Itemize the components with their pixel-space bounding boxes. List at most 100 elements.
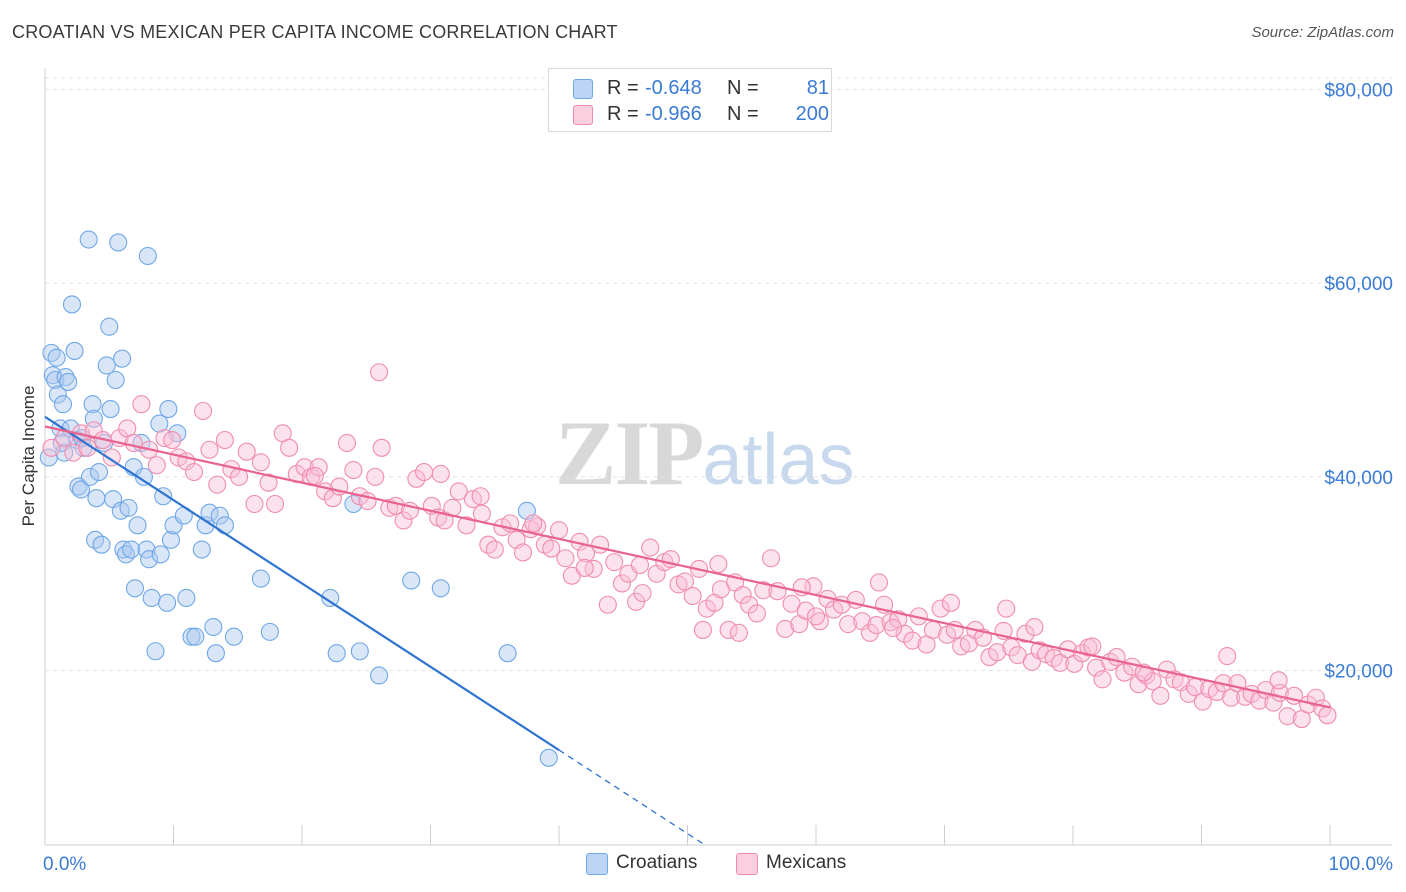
croatian-point: [125, 579, 144, 598]
mexican-point: [605, 553, 624, 572]
croatian-point: [224, 627, 243, 646]
croatian-point: [158, 593, 177, 612]
croatian-point: [327, 644, 346, 663]
y-tick-label: $40,000: [1324, 468, 1393, 489]
mexican-point: [194, 401, 213, 421]
mexican-point: [903, 631, 922, 650]
croatian-point: [119, 498, 138, 517]
watermark-atlas: atlas: [702, 420, 855, 500]
croatian-point: [92, 535, 111, 554]
croatian-point: [53, 395, 73, 414]
mexican-point: [633, 584, 652, 603]
croatian-point: [321, 588, 340, 608]
legend-n-label: N =: [727, 103, 759, 125]
x-tick-label: 100.0%: [1329, 854, 1394, 875]
croatian-point: [431, 579, 450, 598]
mexican-point: [1306, 688, 1325, 707]
mexican-point: [1016, 624, 1035, 643]
mexican-point: [155, 429, 174, 448]
mexican-point: [761, 549, 781, 568]
watermark-zip: ZIP: [555, 402, 704, 504]
mexican-point: [513, 543, 533, 562]
legend-swatch-blue: [573, 79, 593, 99]
croatian-point: [182, 627, 201, 646]
mexican-point: [839, 615, 858, 634]
croatian-point: [204, 617, 223, 637]
y-tick-label: $60,000: [1324, 274, 1393, 295]
croatian-point: [350, 642, 369, 661]
croatian-point: [140, 550, 159, 569]
legend-n-value: 200: [795, 103, 829, 125]
legend-r-label: R =: [607, 77, 639, 99]
mexican-point: [693, 620, 712, 639]
croatian-point: [65, 341, 84, 360]
watermark: ZIPatlas: [555, 400, 854, 506]
croatian-point: [206, 644, 225, 663]
legend-r-value: -0.966: [645, 103, 702, 125]
croatian-trend-extension: [558, 749, 706, 846]
mexican-point: [1278, 707, 1297, 726]
mexican-point: [78, 438, 97, 457]
mexican-point: [1093, 670, 1112, 689]
legend-r-label: R =: [607, 103, 639, 125]
mexican-point: [366, 467, 385, 486]
mexican-point: [132, 395, 151, 414]
croatian-point: [114, 540, 133, 559]
mexican-point: [630, 555, 650, 575]
y-axis-label: Per Capita Income: [19, 386, 38, 527]
croatian-point: [48, 385, 67, 404]
mexican-trend-line: [44, 425, 1331, 709]
x-tick-label: 0.0%: [43, 854, 86, 875]
croatian-point: [113, 349, 132, 368]
mexican-point: [1318, 706, 1337, 725]
croatian-point: [134, 467, 153, 486]
mexican-point: [869, 573, 889, 592]
mexican-point: [729, 623, 748, 642]
mexican-point: [988, 643, 1007, 662]
mexican-point: [309, 458, 328, 477]
legend-swatch-pink: [573, 105, 593, 125]
bottom-legend-swatch-blue: [586, 853, 608, 875]
croatian-point: [370, 666, 389, 685]
croatian-point: [69, 477, 88, 496]
mexican-point: [337, 433, 357, 453]
mexican-point: [344, 461, 363, 480]
mexican-point: [370, 363, 389, 382]
mexican-point: [215, 431, 234, 450]
croatian-point: [151, 545, 170, 564]
croatian-point: [83, 395, 102, 414]
mexican-point: [1218, 647, 1237, 666]
mexican-point: [591, 535, 610, 554]
mexican-point: [185, 462, 204, 482]
mexican-point: [394, 511, 413, 530]
croatian-point: [128, 516, 147, 535]
mexican-point: [641, 538, 660, 557]
mexican-point: [415, 462, 434, 482]
mexican-point: [1083, 637, 1102, 656]
mexican-point: [200, 440, 219, 459]
croatian-point: [177, 588, 196, 608]
mexican-point: [124, 433, 143, 453]
croatian-point: [161, 530, 180, 549]
mexican-point: [1179, 684, 1198, 703]
mexican-point: [208, 475, 227, 494]
mexican-point: [941, 593, 960, 612]
bottom-legend-swatch-pink: [736, 853, 758, 875]
croatian-point: [100, 317, 119, 336]
mexican-point: [305, 466, 324, 485]
mexican-point: [1269, 671, 1288, 690]
mexican-point: [683, 586, 702, 606]
croatian-point: [402, 571, 421, 590]
croatian-point: [109, 233, 128, 252]
mexican-point: [471, 487, 490, 506]
croatian-point: [101, 400, 120, 419]
croatian-point: [539, 748, 558, 767]
mexican-point: [542, 539, 561, 558]
croatian-point: [215, 516, 234, 535]
mexican-point: [1051, 653, 1070, 672]
mexican-point: [575, 558, 594, 577]
croatian-point: [142, 588, 161, 608]
croatian-point: [62, 295, 82, 314]
croatian-point: [200, 503, 219, 522]
croatian-point: [150, 414, 169, 433]
